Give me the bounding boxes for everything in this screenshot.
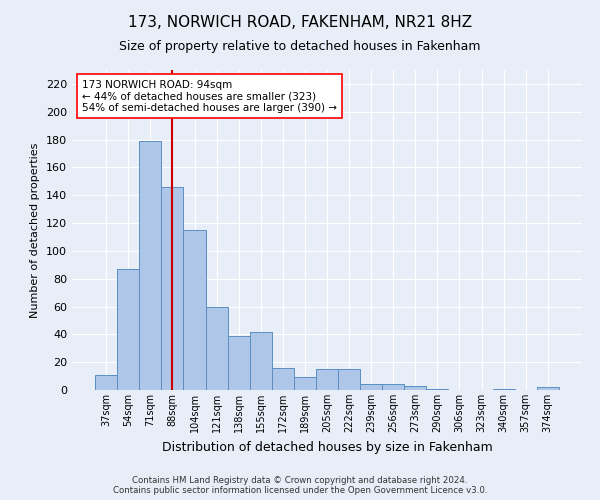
Bar	[404, 386, 427, 390]
Text: 173 NORWICH ROAD: 94sqm
← 44% of detached houses are smaller (323)
54% of semi-d: 173 NORWICH ROAD: 94sqm ← 44% of detache…	[82, 80, 337, 113]
Text: Contains HM Land Registry data © Crown copyright and database right 2024.
Contai: Contains HM Land Registry data © Crown c…	[113, 476, 487, 495]
Text: Size of property relative to detached houses in Fakenham: Size of property relative to detached ho…	[119, 40, 481, 53]
Y-axis label: Number of detached properties: Number of detached properties	[31, 142, 40, 318]
Bar	[537, 387, 559, 390]
Bar	[117, 269, 139, 390]
Bar	[161, 187, 184, 390]
Bar	[294, 378, 316, 390]
Bar	[272, 368, 294, 390]
Bar	[227, 336, 250, 390]
Bar	[206, 306, 227, 390]
Text: 173, NORWICH ROAD, FAKENHAM, NR21 8HZ: 173, NORWICH ROAD, FAKENHAM, NR21 8HZ	[128, 15, 472, 30]
Bar	[139, 141, 161, 390]
Bar	[316, 369, 338, 390]
Bar	[360, 384, 382, 390]
Bar	[493, 388, 515, 390]
Bar	[250, 332, 272, 390]
Bar	[95, 374, 117, 390]
Bar	[184, 230, 206, 390]
Bar	[427, 388, 448, 390]
Bar	[338, 369, 360, 390]
Bar	[382, 384, 404, 390]
X-axis label: Distribution of detached houses by size in Fakenham: Distribution of detached houses by size …	[161, 440, 493, 454]
